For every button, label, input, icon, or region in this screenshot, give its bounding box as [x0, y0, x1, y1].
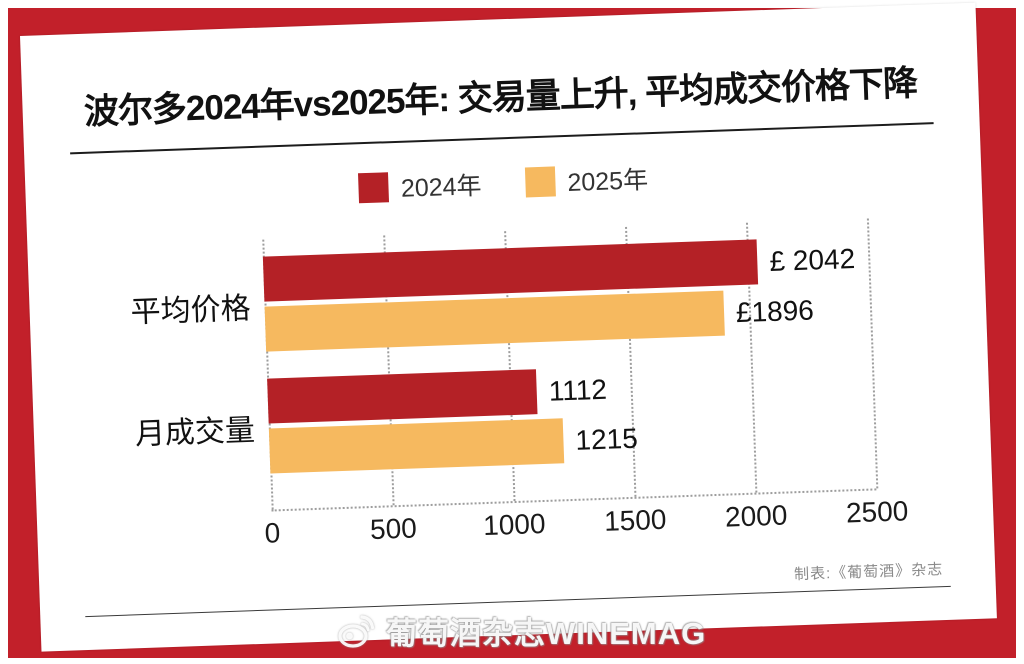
legend-label-2024: 2024年 [400, 171, 483, 203]
chart-title: 波尔多2024年vs2025年: 交易量上升, 平均成交价格下降 [83, 63, 918, 132]
x-tick-2000: 2000 [724, 499, 788, 533]
legend-item-2024: 2024年 [358, 166, 482, 206]
legend-swatch-2024 [358, 172, 390, 204]
bar-value-2024-avg-price: £ 2042 [768, 242, 856, 277]
bar-2024-monthly-volume: 1112 [267, 369, 607, 424]
chart-card: 波尔多2024年vs2025年: 交易量上升, 平均成交价格下降 2024年 2… [20, 2, 997, 652]
bar-2025-monthly-volume: 1215 [268, 418, 638, 474]
bar-value-2025-monthly-volume: 1215 [574, 422, 639, 456]
source-credit: 制表:《葡萄酒》杂志 [793, 561, 944, 584]
bar-value-2024-monthly-volume: 1112 [548, 373, 608, 407]
legend-label-2025: 2025年 [566, 166, 649, 197]
x-tick-2500: 2500 [845, 495, 909, 529]
bar-chart-plot-area: 平均价格 月成交量 £ 2042 £1896 1112 1215 0 500 1… [130, 218, 909, 549]
legend-swatch-2025 [524, 166, 556, 198]
chart-legend: 2024年 2025年 [25, 149, 982, 218]
x-tick-1500: 1500 [603, 503, 667, 537]
x-tick-0: 0 [264, 517, 281, 549]
gridline-2500 [866, 218, 879, 489]
category-label-monthly-volume: 月成交量 [134, 414, 256, 452]
x-tick-500: 500 [369, 512, 418, 546]
x-tick-1000: 1000 [482, 507, 547, 542]
bar-2025-avg-price: £1896 [264, 290, 814, 352]
footer-divider [85, 585, 951, 618]
bar-value-2025-avg-price: £1896 [735, 293, 815, 328]
legend-item-2025: 2025年 [524, 160, 649, 200]
category-label-avg-price: 平均价格 [130, 292, 252, 330]
